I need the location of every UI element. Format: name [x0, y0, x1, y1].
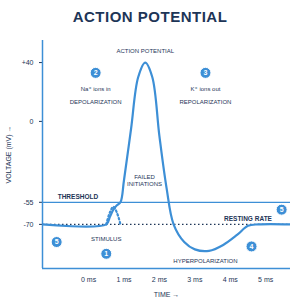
svg-text:0 ms: 0 ms [81, 276, 97, 283]
svg-text:5: 5 [55, 238, 59, 245]
svg-text:3: 3 [204, 69, 208, 76]
svg-text:VOLTAGE (mV) →: VOLTAGE (mV) → [5, 125, 13, 183]
svg-text:STIMULUS: STIMULUS [91, 236, 121, 242]
svg-text:1 ms: 1 ms [116, 276, 132, 283]
svg-text:3 ms: 3 ms [187, 276, 203, 283]
svg-text:+40: +40 [22, 59, 34, 66]
svg-text:1: 1 [104, 250, 108, 257]
svg-text:REPOLARIZATION: REPOLARIZATION [180, 99, 232, 105]
svg-text:HYPERPOLARIZATION: HYPERPOLARIZATION [173, 258, 237, 264]
svg-text:TIME →: TIME → [154, 291, 180, 298]
svg-text:-70: -70 [23, 221, 33, 228]
svg-text:RESTING RATE: RESTING RATE [224, 215, 273, 222]
svg-text:Na⁺ ions in: Na⁺ ions in [81, 86, 111, 92]
svg-text:ACTION POTENTIAL: ACTION POTENTIAL [116, 48, 174, 54]
svg-text:2 ms: 2 ms [152, 276, 168, 283]
svg-text:-55: -55 [23, 199, 33, 206]
svg-text:2: 2 [94, 69, 98, 76]
svg-text:4: 4 [250, 243, 254, 250]
svg-text:THRESHOLD: THRESHOLD [58, 193, 99, 200]
svg-text:K⁺ ions out: K⁺ ions out [191, 86, 221, 92]
svg-text:5: 5 [280, 206, 284, 213]
svg-text:4 ms: 4 ms [223, 276, 239, 283]
html-text:ACTION POTENTIAL: ACTION POTENTIAL [72, 8, 228, 25]
svg-text:FAILEDINITIATIONS: FAILEDINITIATIONS [127, 174, 162, 187]
svg-text:DEPOLARIZATION: DEPOLARIZATION [70, 99, 122, 105]
svg-text:5 ms: 5 ms [258, 276, 274, 283]
svg-text:0: 0 [30, 118, 34, 125]
